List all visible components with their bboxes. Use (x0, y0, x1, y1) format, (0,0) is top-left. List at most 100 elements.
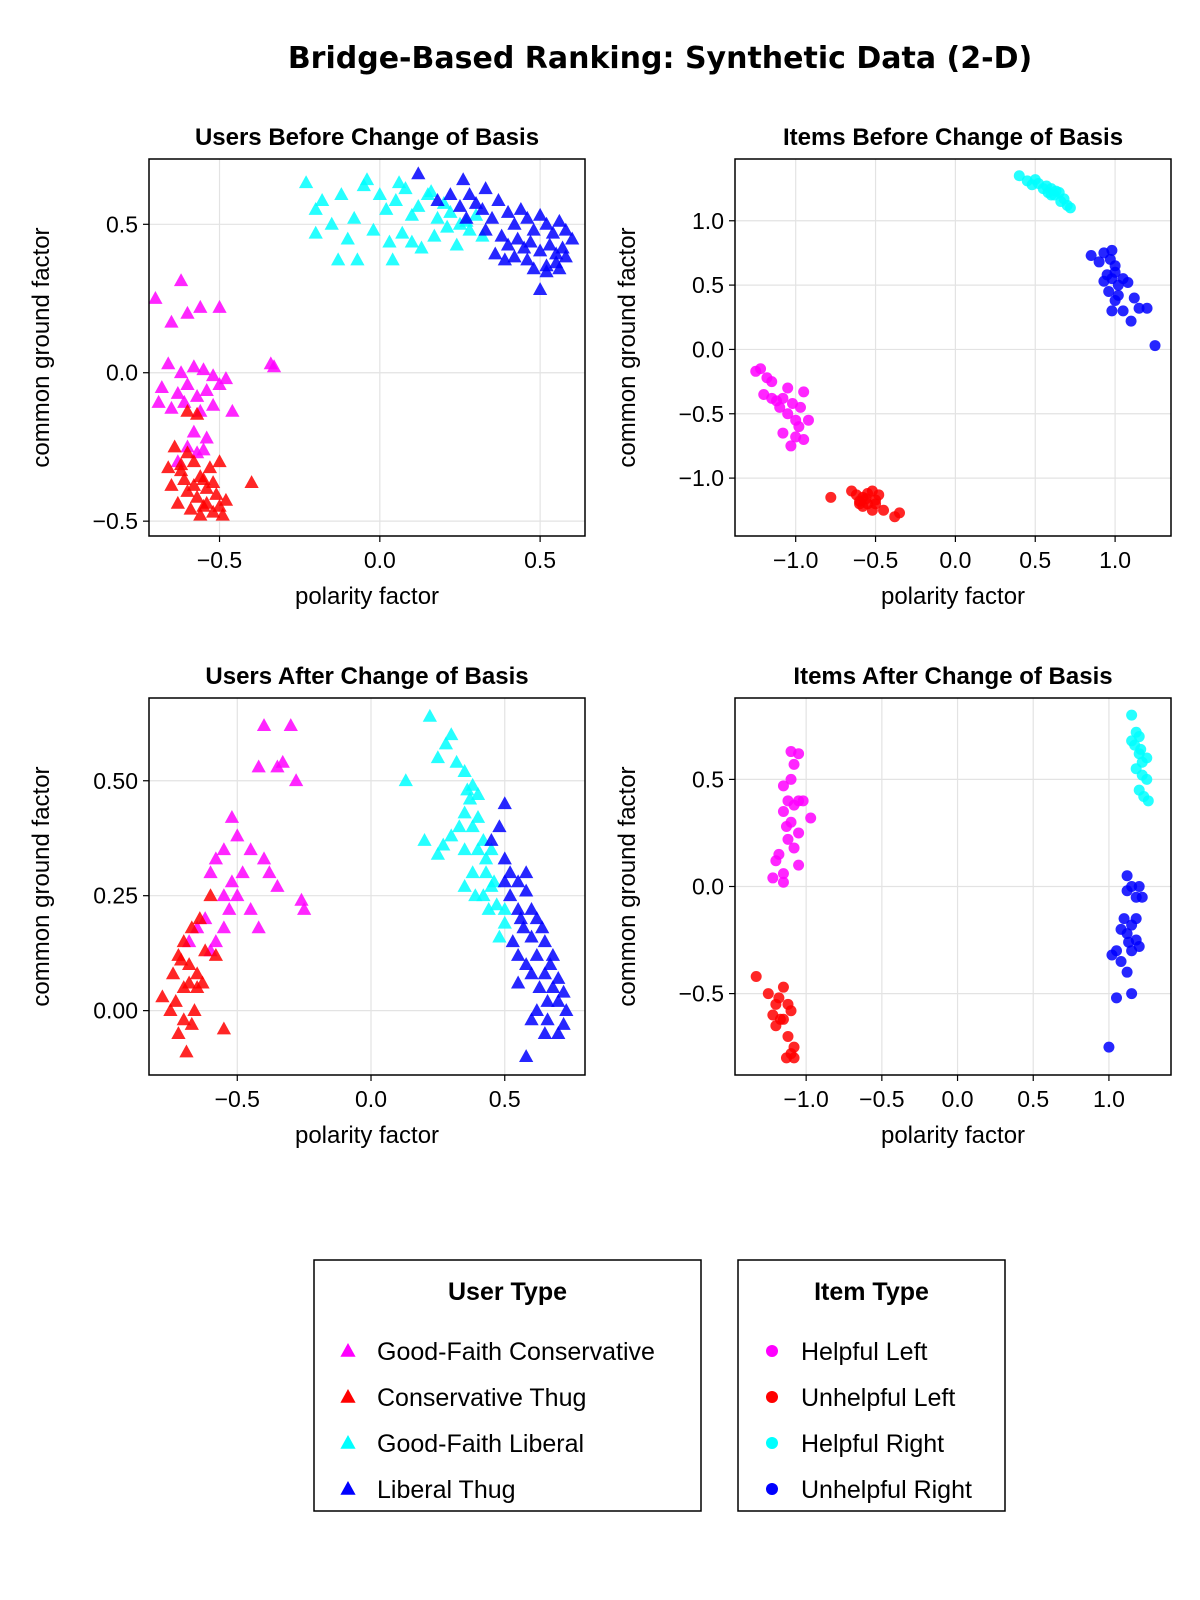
data-point-triangle (545, 947, 561, 961)
data-point-circle (766, 376, 778, 388)
x-tick-label: 0.0 (364, 547, 396, 573)
data-point-triangle (543, 957, 558, 971)
data-point-triangle (539, 264, 554, 278)
data-point-triangle (462, 791, 478, 805)
data-point-circle (1106, 949, 1118, 961)
data-point-circle (1121, 870, 1133, 882)
data-point-circle (1064, 202, 1076, 214)
data-point-triangle (181, 957, 197, 971)
data-point-circle (1013, 170, 1025, 182)
data-point-triangle (225, 403, 240, 417)
panel-users-before-change-of-basis: Users Before Change of Basis −0.5 0.0 0.5 −0… (28, 124, 586, 610)
x-tick-label: −1.0 (783, 1086, 828, 1112)
data-point-triangle (497, 874, 512, 888)
data-point-triangle (470, 842, 486, 856)
data-point-triangle (452, 819, 467, 833)
figure-title: Bridge-Based Ranking: Synthetic Data (2-… (288, 41, 1032, 76)
data-point-triangle (256, 718, 272, 731)
data-point-triangle (230, 828, 245, 842)
series-unhelpful-left (825, 485, 905, 523)
legend-label: Unhelpful Right (801, 1476, 972, 1504)
data-point-triangle (565, 231, 580, 245)
data-point-triangle (388, 193, 403, 206)
data-point-circle (790, 431, 802, 443)
data-point-triangle (545, 980, 561, 994)
data-point-circle (878, 504, 890, 516)
data-point-circle (802, 414, 814, 426)
legend-label: Helpful Left (801, 1338, 928, 1366)
data-point-triangle (199, 495, 214, 509)
data-point-triangle (251, 920, 266, 934)
data-point-triangle (180, 377, 195, 391)
data-point-triangle (196, 442, 211, 456)
x-tick-label: −0.5 (853, 547, 898, 573)
legend-marker-triangle (340, 1435, 356, 1449)
data-point-circle (777, 427, 789, 439)
data-point-triangle (457, 764, 472, 777)
data-point-circle (788, 842, 800, 854)
legend-entry-unhelpful-right: Unhelpful Right (766, 1476, 972, 1504)
data-point-triangle (535, 920, 550, 934)
data-point-triangle (164, 478, 179, 491)
series-good-faith-conservative (149, 273, 282, 468)
data-point-triangle (164, 400, 179, 414)
data-point-triangle (243, 901, 258, 915)
data-point-circle (777, 780, 789, 792)
legend-entry-helpful-left: Helpful Left (766, 1338, 928, 1366)
data-point-triangle (457, 879, 472, 892)
data-point-triangle (283, 718, 298, 731)
x-tick-label: 0.0 (939, 547, 971, 573)
series-good-faith-liberal (398, 708, 512, 943)
data-point-triangle (173, 365, 189, 379)
data-point-triangle (366, 222, 381, 236)
data-point-triangle (199, 383, 214, 396)
data-point-triangle (187, 1003, 202, 1017)
data-point-triangle (347, 210, 362, 224)
data-point-triangle (297, 901, 312, 915)
legend-entry-good-faith-liberal: Good-Faith Liberal (340, 1430, 584, 1458)
data-point-triangle (212, 299, 227, 313)
data-point-triangle (529, 911, 544, 925)
data-point-circle (1111, 992, 1122, 1004)
data-point-triangle (507, 249, 522, 263)
data-point-triangle (430, 846, 446, 860)
data-point-circle (777, 981, 789, 993)
data-point-triangle (558, 222, 573, 236)
data-point-triangle (212, 377, 227, 391)
x-tick-label: 0.5 (1019, 547, 1051, 573)
data-point-triangle (452, 198, 468, 212)
data-point-triangle (391, 175, 407, 189)
data-point-triangle (359, 172, 375, 186)
data-point-triangle (205, 475, 221, 488)
data-point-circle (1133, 940, 1145, 952)
data-point-triangle (275, 754, 290, 768)
x-tick-label: 0.5 (489, 1086, 521, 1112)
data-point-triangle (438, 736, 454, 750)
legend-entry-helpful-right: Helpful Right (766, 1430, 944, 1458)
legend-label: Good-Faith Conservative (377, 1338, 655, 1366)
data-point-triangle (163, 1003, 178, 1017)
data-point-triangle (465, 819, 480, 833)
data-point-circle (1106, 244, 1118, 256)
data-point-triangle (537, 934, 553, 948)
data-point-triangle (526, 261, 541, 275)
data-point-circle (1133, 881, 1145, 892)
data-point-triangle (215, 507, 230, 521)
data-point-triangle (411, 198, 426, 212)
data-point-triangle (340, 231, 355, 245)
data-point-triangle (208, 947, 223, 961)
data-point-circle (774, 401, 786, 413)
legend-marker-circle (766, 1483, 778, 1495)
series-good-faith-conservative (181, 718, 312, 957)
data-point-triangle (449, 754, 464, 768)
data-point-triangle (180, 403, 195, 417)
legend-marker-triangle (340, 1389, 356, 1403)
data-point-triangle (196, 362, 211, 376)
data-point-triangle (198, 943, 213, 957)
data-point-triangle (270, 879, 285, 892)
data-point-triangle (545, 225, 561, 239)
data-point-triangle (183, 501, 198, 515)
data-point-circle (788, 758, 800, 770)
data-point-triangle (540, 993, 555, 1007)
panel-title: Users After Change of Basis (205, 663, 528, 690)
